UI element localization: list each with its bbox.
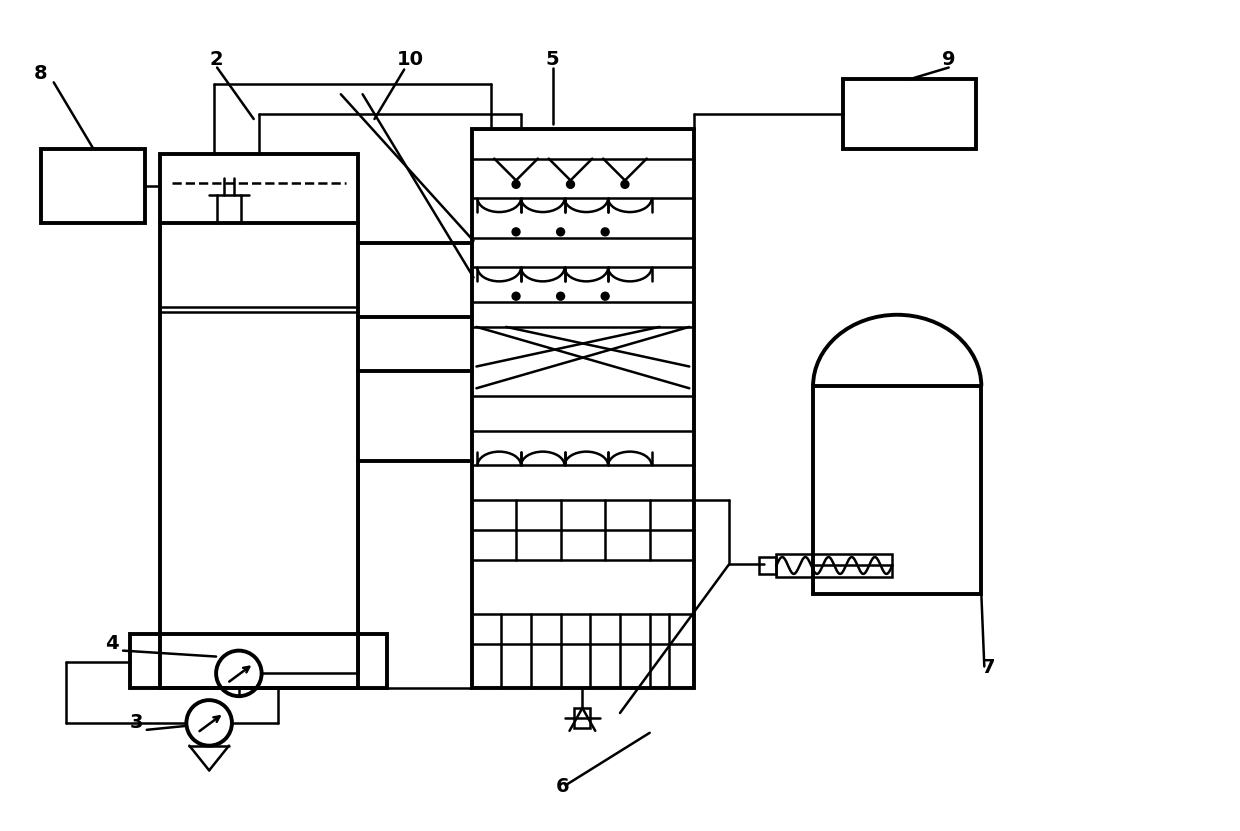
Text: 8: 8 — [33, 65, 47, 83]
Text: 9: 9 — [941, 50, 955, 68]
Circle shape — [512, 228, 520, 236]
Bar — [813, 386, 981, 594]
Text: 5: 5 — [546, 50, 559, 68]
Text: 4: 4 — [105, 634, 119, 652]
Circle shape — [512, 180, 520, 189]
Bar — [130, 634, 387, 688]
Text: 7: 7 — [981, 658, 994, 677]
Circle shape — [601, 228, 609, 236]
Bar — [160, 154, 357, 688]
Circle shape — [621, 180, 629, 189]
Circle shape — [512, 293, 520, 300]
Text: 2: 2 — [210, 50, 223, 68]
Circle shape — [557, 228, 564, 236]
Bar — [471, 129, 694, 688]
Bar — [41, 149, 145, 223]
Text: 3: 3 — [130, 713, 144, 732]
Circle shape — [567, 180, 574, 189]
Text: 10: 10 — [397, 50, 424, 68]
Circle shape — [557, 293, 564, 300]
Bar — [843, 80, 976, 149]
Bar — [759, 557, 776, 574]
Circle shape — [601, 293, 609, 300]
Text: 6: 6 — [556, 777, 569, 796]
Bar — [776, 553, 893, 578]
Bar — [574, 708, 590, 728]
